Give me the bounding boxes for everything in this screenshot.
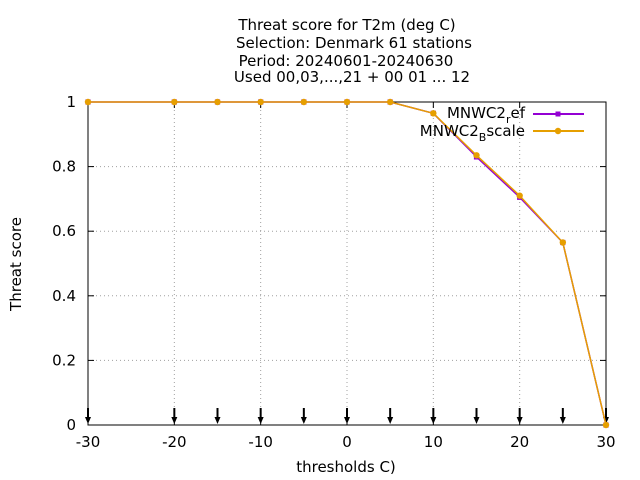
y-axis-label: Threat score [7, 217, 25, 312]
series-2-point [473, 152, 480, 159]
threshold-arrow-head [85, 417, 91, 424]
legend-marker-series-2 [554, 127, 562, 135]
threshold-arrows [85, 408, 609, 424]
threshold-arrow-head [300, 417, 307, 424]
title-line-1: Threat score for T2m (deg C) [237, 16, 455, 34]
series-2-point [257, 98, 264, 106]
x-tick-labels: -30 -20 -10 0 10 20 30 [76, 433, 616, 451]
x-tick-label: 10 [424, 433, 443, 451]
threshold-arrow [516, 408, 523, 424]
legend-marker-series-1 [555, 111, 561, 117]
threshold-arrow-head [387, 417, 394, 424]
threshold-arrow [344, 408, 350, 424]
threshold-arrow-head [171, 417, 178, 424]
threshold-arrow [257, 408, 264, 424]
series-2-line [88, 101, 607, 426]
title-line-4: Used 00,03,...,21 + 00 01 ... 12 [234, 68, 470, 86]
series-2-point [386, 98, 394, 106]
chart-title: Threat score for T2m (deg C) Selection: … [234, 16, 472, 86]
legend-label-series-2: MNWC2Bscale [420, 122, 525, 144]
threshold-arrow [387, 408, 394, 424]
series-2 [84, 98, 610, 429]
threshold-arrow [300, 408, 307, 424]
y-tick-label: 0 [66, 416, 76, 434]
threshold-arrow [430, 408, 437, 424]
threshold-arrow [171, 408, 178, 424]
legend-label-series-1: MNWC2ref [447, 104, 526, 126]
threshold-arrow [559, 408, 566, 424]
threshold-arrow-head [214, 417, 221, 424]
x-tick-label: -20 [162, 433, 187, 451]
y-tick-label: 0.4 [52, 287, 76, 305]
threshold-arrow [473, 408, 480, 424]
series-2-point [559, 239, 567, 246]
grid [88, 102, 606, 425]
threshold-arrow-head [257, 417, 264, 424]
y-tick-label: 0.2 [52, 351, 76, 369]
y-tick-labels: 0 0.2 0.4 0.6 0.8 1 [52, 93, 76, 434]
threshold-arrow-head [559, 417, 566, 424]
x-axis-label: thresholds C) [296, 458, 396, 476]
legend: MNWC2ref MNWC2Bscale [420, 104, 584, 144]
threshold-arrow [85, 408, 91, 424]
threshold-arrow-head [344, 417, 350, 424]
x-tick-label: 30 [596, 433, 615, 451]
series-2-point [171, 98, 178, 106]
x-tick-label: -10 [248, 433, 273, 451]
y-tick-label: 0.6 [52, 222, 76, 240]
series-2-point [516, 192, 523, 199]
series-2-point [430, 110, 437, 117]
title-line-3: Period: 20240601-20240630 [239, 52, 454, 70]
y-tick-label: 1 [66, 93, 76, 111]
series-2-point [343, 98, 351, 106]
y-tick-label: 0.8 [52, 158, 76, 176]
series-2-point [214, 98, 221, 106]
threshold-arrow-head [516, 417, 523, 424]
series [84, 98, 610, 429]
threshold-arrow-head [473, 417, 480, 424]
x-tick-label: 20 [510, 433, 529, 451]
title-line-2: Selection: Denmark 61 stations [236, 34, 472, 52]
series-2-point [300, 98, 308, 106]
threshold-arrow [214, 408, 221, 424]
series-2-point [602, 421, 610, 429]
x-tick-label: -30 [76, 433, 101, 451]
series-2-point [84, 98, 92, 106]
x-tick-label: 0 [342, 433, 352, 451]
threshold-arrow-head [430, 417, 437, 424]
